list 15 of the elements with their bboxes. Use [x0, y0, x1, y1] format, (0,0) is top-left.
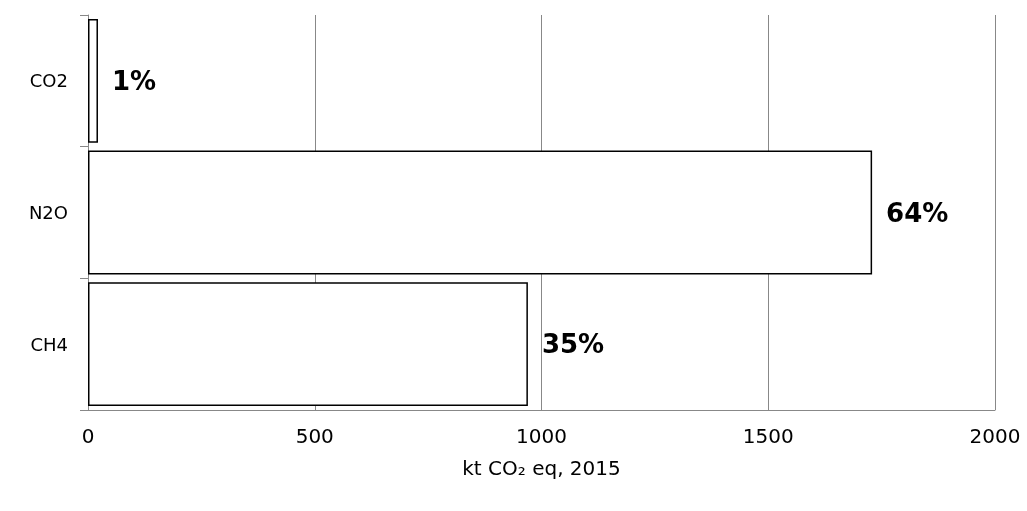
y-tick-label: CO2 [29, 70, 68, 92]
y-tick-label: N2O [28, 202, 68, 223]
x-tick-label: 500 [295, 424, 334, 448]
x-tick-label: 0 [81, 424, 95, 448]
x-tick-label: 1500 [742, 424, 794, 448]
bar [88, 18, 98, 143]
x-tick-label: 2000 [969, 424, 1021, 448]
annotation: 1% [111, 65, 157, 96]
annotation: 64% [886, 197, 949, 228]
y-tick-label: CH4 [30, 333, 68, 355]
x-tick-label: 1000 [516, 424, 567, 448]
bar [88, 150, 873, 275]
annotation: 35% [541, 329, 605, 360]
bar [88, 282, 528, 407]
x-axis-title: kt CO₂ eq, 2015 [462, 456, 621, 480]
